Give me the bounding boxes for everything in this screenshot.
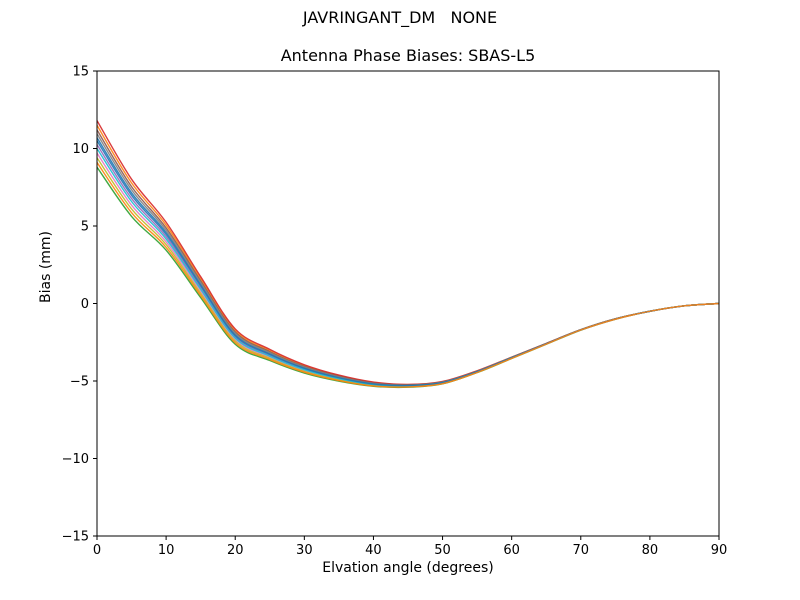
plot-line-s4 — [97, 120, 719, 386]
x-tick-label: 90 — [711, 543, 728, 558]
figure-suptitle: JAVRINGANT_DM NONE — [302, 8, 498, 27]
x-tick-label: 10 — [158, 543, 175, 558]
x-tick-label: 70 — [573, 543, 590, 558]
plot-line-s2 — [97, 124, 719, 386]
y-tick-label: 5 — [81, 220, 89, 235]
x-axis-label: Elvation angle (degrees) — [322, 560, 494, 576]
y-tick-label: −5 — [70, 375, 89, 390]
axes-box — [96, 70, 720, 537]
x-tick-label: 50 — [434, 543, 451, 558]
y-tick-label: 0 — [81, 297, 89, 312]
plot-line-s12 — [97, 162, 719, 388]
y-tick-label: 10 — [72, 142, 89, 157]
y-tick-label: −10 — [62, 452, 89, 467]
axes-title: Antenna Phase Biases: SBAS-L5 — [280, 46, 536, 65]
x-tick-label: 0 — [93, 543, 101, 558]
x-tick-label: 30 — [296, 543, 313, 558]
y-tick-label: −15 — [62, 530, 89, 545]
plot-line-s6 — [97, 129, 719, 386]
x-tick-label: 40 — [365, 543, 382, 558]
x-tick-label: 60 — [503, 543, 520, 558]
x-tick-label: 80 — [642, 543, 659, 558]
y-tick-label: 15 — [72, 65, 89, 80]
x-tick-label: 20 — [227, 543, 244, 558]
